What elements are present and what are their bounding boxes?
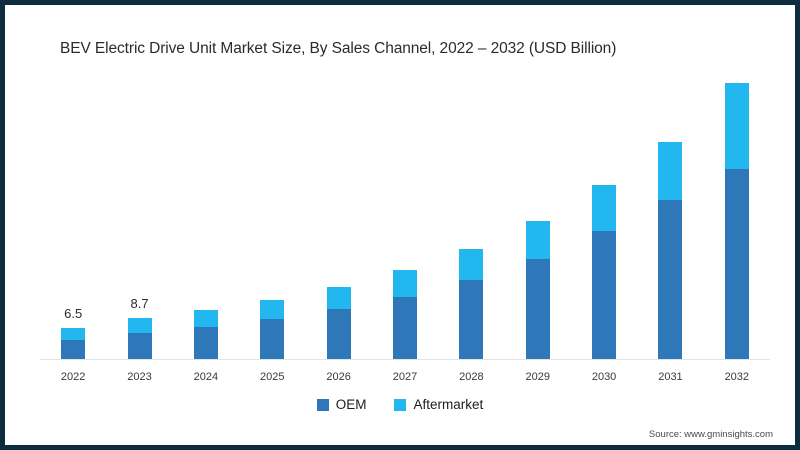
bar-segment-oem[interactable] [459,280,484,359]
legend-label-aftermarket: Aftermarket [413,397,484,412]
bar-segment-aftermarket[interactable] [61,328,86,340]
legend-item-aftermarket[interactable]: Aftermarket [394,397,483,412]
x-tick-label: 2026 [326,371,351,383]
bar-segment-aftermarket[interactable] [326,286,351,310]
bar-column[interactable] [592,185,617,359]
bar-value-label: 6.5 [64,306,83,322]
bar-segment-aftermarket[interactable] [658,142,683,200]
x-tick-label: 2029 [525,371,550,383]
x-tick-label: 2027 [392,371,418,383]
bar-segment-oem[interactable] [724,168,749,359]
bar-segment-aftermarket[interactable] [193,310,218,328]
legend-swatch-aftermarket [394,398,407,411]
bar-segment-oem[interactable] [127,332,152,359]
bar-segment-aftermarket[interactable] [260,299,285,319]
x-tick-label: 2031 [658,371,683,383]
bar-segment-oem[interactable] [61,339,86,359]
legend-item-oem[interactable]: OEM [316,397,367,412]
x-tick-label: 2032 [724,371,750,383]
x-tick-label: 2023 [127,371,152,383]
x-tick-label: 2030 [591,371,617,383]
legend-swatch-oem [316,398,329,411]
bar-segment-oem[interactable] [260,318,285,359]
bar-segment-oem[interactable] [592,230,617,359]
bar-segment-oem[interactable] [193,327,218,359]
bar-segment-aftermarket[interactable] [459,248,484,281]
bar-segment-aftermarket[interactable] [592,185,617,231]
x-axis-line [40,359,770,360]
bar-column[interactable] [724,83,749,359]
bar-column[interactable] [260,299,285,359]
chart-legend: OEM Aftermarket [5,397,795,412]
bar-segment-oem[interactable] [525,259,550,359]
bar-segment-aftermarket[interactable] [127,317,152,333]
x-tick-label: 2024 [193,371,219,383]
bar-segment-aftermarket[interactable] [525,221,550,260]
bar-column[interactable] [193,310,218,359]
bar-column[interactable] [459,248,484,359]
bar-column[interactable] [127,317,152,359]
x-tick-label: 2028 [459,371,484,383]
chart-title: BEV Electric Drive Unit Market Size, By … [60,40,617,57]
chart-canvas: BEV Electric Drive Unit Market Size, By … [5,5,795,445]
legend-label-oem: OEM [335,397,367,412]
bar-segment-aftermarket[interactable] [724,83,749,169]
source-attribution: Source: www.gminsights.com [648,429,773,440]
bar-value-label: 8.7 [130,295,149,311]
bar-segment-aftermarket[interactable] [393,270,417,298]
x-tick-label: 2025 [260,371,285,383]
x-tick-label: 2022 [60,371,86,383]
bar-segment-oem[interactable] [393,297,417,359]
bar-column[interactable] [61,328,86,359]
bar-column[interactable] [393,270,417,359]
bar-column[interactable] [658,142,683,359]
bar-column[interactable] [525,221,550,359]
bar-segment-oem[interactable] [658,199,683,359]
bar-column[interactable] [326,286,351,359]
bar-segment-oem[interactable] [326,309,351,359]
